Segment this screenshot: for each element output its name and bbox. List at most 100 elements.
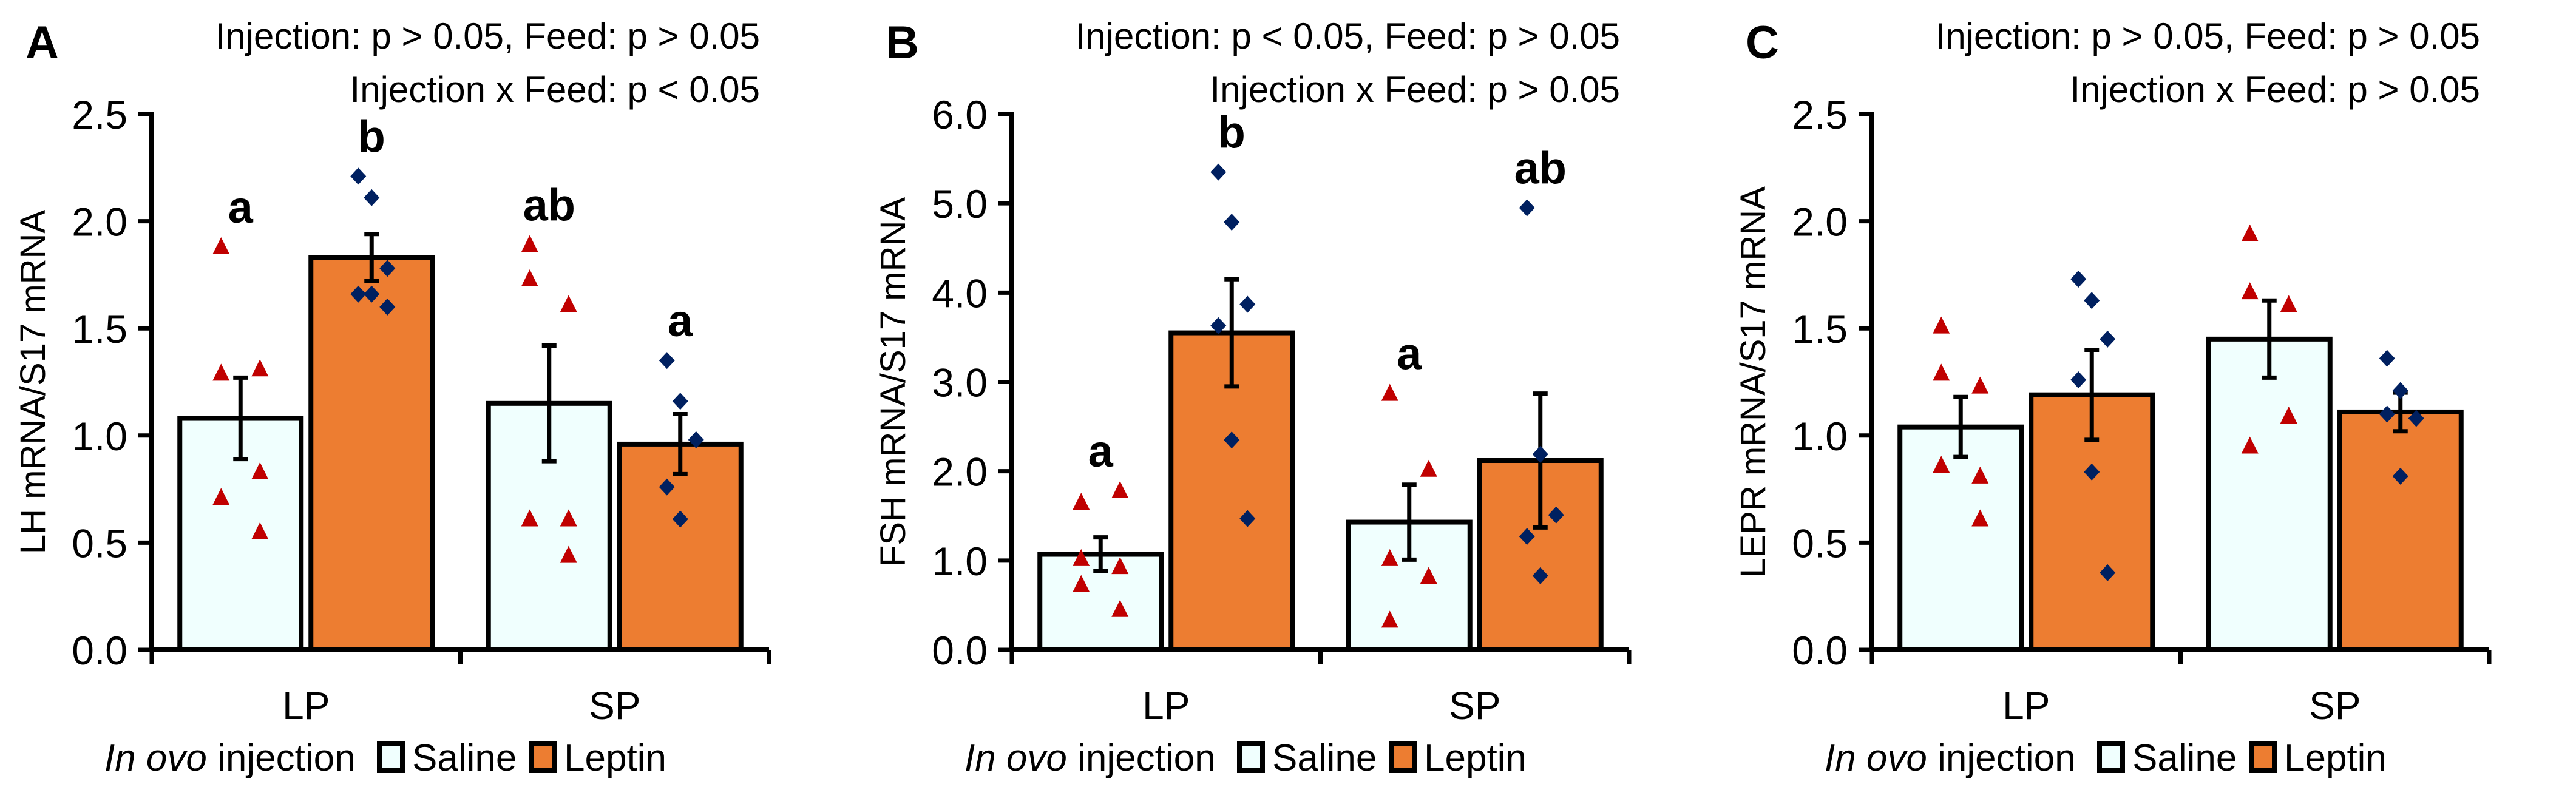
data-point-saline (521, 509, 538, 527)
legend-title-italic: In ovo (964, 737, 1067, 779)
data-point-leptin (659, 352, 675, 370)
y-tick-label: 1.0 (72, 414, 127, 459)
stats-annotation: Injection x Feed: p > 0.05 (1210, 69, 1620, 110)
y-tick-label: 1.5 (72, 306, 127, 351)
data-point-saline (521, 269, 538, 286)
legend-title: In ovo injection (964, 737, 1216, 779)
significance-letter: b (1218, 107, 1246, 158)
data-point-leptin (2392, 382, 2408, 399)
data-point-saline (2241, 224, 2259, 241)
panel-c: C Injection: p > 0.05, Feed: p > 0.05 Inje… (1720, 0, 2576, 790)
bar-saline-lp (1897, 424, 2024, 652)
y-tick-label: 4.0 (932, 271, 988, 316)
data-point-leptin (350, 167, 367, 185)
y-tick-label: 3.0 (932, 360, 988, 405)
stats-annotation: Injection x Feed: p > 0.05 (2070, 69, 2480, 110)
data-point-saline (1381, 549, 1398, 566)
data-point-leptin (1224, 214, 1240, 231)
data-point-leptin (1532, 445, 1548, 463)
chart-a: A Injection: p > 0.05, Feed: p > 0.05 Inje… (13, 16, 771, 779)
y-tick-label: 0.0 (1792, 628, 1848, 673)
stats-annotation: Injection: p < 0.05, Feed: p > 0.05 (1076, 16, 1620, 56)
y-axis-label: LH mRNA/S17 mRNA (13, 210, 53, 555)
panel-letter: C (1746, 17, 1779, 69)
data-point-saline (251, 522, 269, 539)
data-point-leptin (2100, 564, 2116, 581)
legend-title-rest: injection (207, 737, 356, 779)
data-point-leptin (1519, 199, 1535, 217)
panel-letter: B (886, 17, 919, 69)
data-point-leptin (2084, 463, 2100, 481)
data-point-leptin (1519, 528, 1535, 545)
data-point-saline (1420, 567, 1437, 584)
bar-leptin-sp (2337, 409, 2464, 652)
significance-letter: ab (523, 180, 575, 230)
data-point-saline (212, 488, 230, 505)
data-point-leptin (1532, 567, 1548, 584)
data-point-saline (560, 295, 577, 312)
chart-c: C Injection: p > 0.05, Feed: p > 0.05 Inje… (1734, 16, 2492, 779)
data-point-leptin (1239, 295, 1256, 313)
legend-label-saline: Saline (412, 737, 517, 779)
data-point-saline (1971, 509, 1989, 527)
bar-leptin-lp (308, 255, 435, 653)
y-axis-label: FSH mRNA/S17 mRNA (873, 197, 913, 567)
data-point-leptin (2070, 270, 2087, 288)
legend-swatch-leptin (2249, 741, 2277, 773)
legend-swatch-saline (1237, 741, 1265, 773)
data-point-saline (1420, 459, 1437, 477)
y-tick-label: 2.5 (1792, 92, 1848, 137)
y-tick-label: 0.0 (72, 628, 127, 673)
significance-letter: a (668, 295, 693, 346)
panel-letter: A (25, 17, 59, 69)
significance-letter: ab (1514, 143, 1567, 194)
data-point-leptin (364, 285, 380, 303)
chart-b: B Injection: p < 0.05, Feed: p > 0.05 Inje… (873, 16, 1632, 779)
legend-title: In ovo injection (1825, 737, 2076, 779)
y-tick-label: 1.5 (1792, 306, 1848, 351)
y-tick-label: 2.0 (72, 200, 127, 245)
significance-letter: a (1088, 426, 1114, 476)
legend-swatch-leptin (1389, 741, 1417, 773)
bar-leptin-sp (617, 441, 744, 652)
data-point-saline (1073, 493, 1090, 510)
stats-annotation: Injection x Feed: p < 0.05 (350, 69, 760, 110)
legend-swatch-leptin (529, 741, 557, 773)
y-tick-label: 0.0 (932, 628, 988, 673)
data-point-leptin (350, 285, 367, 303)
y-tick-label: 2.0 (1792, 200, 1848, 245)
data-point-saline (1073, 549, 1090, 566)
y-tick-label: 1.0 (1792, 414, 1848, 459)
data-point-leptin (1239, 510, 1256, 527)
data-point-saline (1111, 481, 1129, 499)
legend-swatch-saline (2097, 741, 2125, 773)
x-category-label: LP (282, 684, 330, 728)
data-point-saline (1111, 557, 1129, 575)
data-point-saline (251, 359, 269, 377)
legend-title-italic: In ovo (104, 737, 207, 779)
legend-swatch-saline (377, 741, 405, 773)
data-point-leptin (2408, 410, 2424, 427)
data-point-leptin (1548, 506, 1564, 524)
legend-title: In ovo injection (104, 737, 356, 779)
x-category-label: SP (1449, 684, 1500, 728)
legend-label-leptin: Leptin (2284, 737, 2387, 779)
data-point-leptin (672, 393, 688, 410)
bar-saline-sp (2206, 336, 2333, 652)
data-point-saline (2241, 282, 2259, 300)
data-point-saline (1933, 316, 1950, 334)
stats-annotation: Injection: p > 0.05, Feed: p > 0.05 (1936, 16, 2480, 56)
data-point-leptin (659, 478, 675, 496)
data-point-saline (1933, 363, 1950, 381)
data-point-saline (1971, 466, 1989, 484)
data-point-leptin (1210, 163, 1227, 181)
data-point-leptin (2070, 371, 2087, 388)
data-point-leptin (672, 510, 688, 528)
data-point-leptin (379, 298, 396, 316)
data-point-leptin (2100, 330, 2116, 348)
data-point-leptin (2084, 292, 2100, 309)
data-point-leptin (379, 260, 396, 277)
x-category-label: LP (2002, 684, 2050, 728)
legend-label-saline: Saline (2132, 737, 2237, 779)
panel-b: B Injection: p < 0.05, Feed: p > 0.05 Inje… (860, 0, 1720, 790)
